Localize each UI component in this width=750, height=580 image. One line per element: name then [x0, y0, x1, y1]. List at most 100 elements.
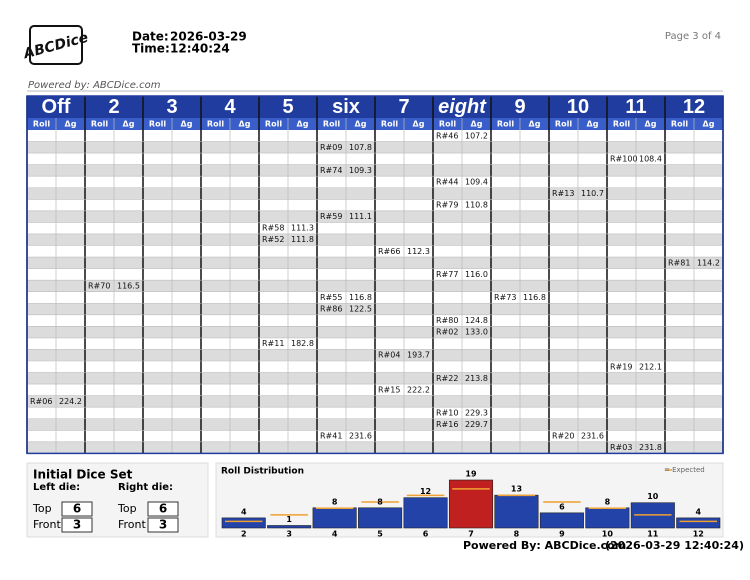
subheader: Roll — [381, 120, 398, 129]
value-label: 19 — [465, 470, 477, 479]
column-header: 12 — [683, 96, 705, 118]
subheader: Roll — [497, 120, 514, 129]
delta: 107.2 — [465, 131, 488, 140]
column-header: 5 — [282, 96, 293, 118]
value-box — [147, 517, 179, 533]
subheader: Δg — [529, 120, 541, 129]
roll-id: R#59 — [320, 212, 342, 221]
roll-id: R#06 — [30, 397, 52, 406]
delta: 107.8 — [349, 143, 372, 152]
category-label: 7 — [468, 530, 474, 539]
top-label: Top — [117, 502, 137, 515]
time: 12:40:24 — [170, 42, 230, 56]
delta: 229.7 — [465, 420, 488, 429]
roll-id: R#22 — [436, 374, 458, 383]
subheader: Roll — [207, 120, 224, 129]
delta: 222.2 — [407, 385, 430, 394]
delta: 193.7 — [407, 351, 430, 360]
delta: 231.8 — [639, 443, 662, 452]
column-header: eight — [438, 96, 487, 118]
category-label: 4 — [332, 530, 338, 539]
bar — [448, 479, 494, 529]
delta: 231.6 — [349, 432, 372, 441]
column-header: six — [332, 96, 360, 118]
delta: 110.7 — [581, 189, 604, 198]
dice-title: Initial Dice Set — [33, 468, 133, 482]
front-value: 3 — [159, 518, 167, 532]
roll-id: R#09 — [320, 143, 342, 152]
category-label: 11 — [647, 530, 659, 539]
legend-label: = Expected — [664, 466, 705, 474]
subheader: Roll — [91, 120, 108, 129]
subheader: Δg — [239, 120, 251, 129]
value-label: 8 — [377, 497, 383, 506]
column-header: 11 — [625, 96, 646, 118]
date: 2026-03-29 — [170, 30, 247, 44]
subheader: Roll — [439, 120, 456, 129]
delta: 116.8 — [349, 293, 372, 302]
roll-id: R#80 — [436, 316, 458, 325]
page-number: Page 3 of 4 — [665, 31, 721, 42]
chart-title: Roll Distribution — [221, 467, 304, 477]
delta: 108.4 — [639, 154, 662, 163]
delta: 116.5 — [117, 281, 140, 290]
column-header: 7 — [398, 96, 409, 118]
subheader: Δg — [181, 120, 193, 129]
delta: 111.8 — [291, 235, 314, 244]
subheader: Δg — [703, 120, 715, 129]
delta: 182.8 — [291, 339, 314, 348]
column-header: Off — [42, 96, 71, 118]
subheader: Roll — [613, 120, 630, 129]
subheader: Roll — [149, 120, 166, 129]
roll-id: R#16 — [436, 420, 458, 429]
column-header: 4 — [224, 96, 236, 118]
top-value: 6 — [73, 502, 81, 516]
subheader: Δg — [645, 120, 657, 129]
delta: 212.1 — [639, 362, 662, 371]
time-label: Time: — [132, 42, 170, 56]
category-label: 8 — [514, 530, 520, 539]
roll-id: R#04 — [378, 351, 400, 360]
front-label: Front — [33, 518, 62, 531]
roll-id: R#79 — [436, 201, 458, 210]
delta: 111.1 — [349, 212, 372, 221]
category-label: 2 — [241, 530, 247, 539]
bar — [267, 525, 312, 529]
roll-id: R#03 — [610, 443, 632, 452]
top-label: Top — [32, 502, 52, 515]
delta: 116.0 — [465, 270, 488, 279]
roll-id: R#81 — [668, 258, 690, 267]
column-header: 10 — [567, 96, 589, 118]
roll-id: R#77 — [436, 270, 458, 279]
subheader: Roll — [671, 120, 688, 129]
delta: 224.2 — [59, 397, 82, 406]
bar — [539, 512, 584, 529]
bar — [585, 507, 630, 529]
delta: 110.8 — [465, 201, 488, 210]
roll-id: R#44 — [436, 177, 458, 186]
category-label: 5 — [377, 530, 383, 539]
roll-id: R#19 — [610, 362, 632, 371]
roll-id: R#41 — [320, 432, 342, 441]
subheader: Δg — [123, 120, 135, 129]
subheader: Δg — [297, 120, 309, 129]
category-label: 10 — [602, 530, 614, 539]
column-header: 3 — [166, 96, 177, 118]
delta: 114.2 — [697, 258, 720, 267]
footer-timestamp: (2026-03-29 12:40:24) — [605, 539, 744, 552]
value-label: 4 — [241, 507, 247, 516]
roll-id: R#74 — [320, 166, 342, 175]
roll-id: R#02 — [436, 328, 458, 337]
value-label: 10 — [647, 492, 659, 501]
roll-id: R#13 — [552, 189, 574, 198]
delta: 111.3 — [291, 224, 314, 233]
bar — [494, 494, 539, 529]
roll-id: R#55 — [320, 293, 342, 302]
subheader: Roll — [323, 120, 340, 129]
powered-by: Powered by: ABCDice.com — [28, 80, 161, 91]
subheader: Roll — [555, 120, 572, 129]
roll-id: R#73 — [494, 293, 516, 302]
